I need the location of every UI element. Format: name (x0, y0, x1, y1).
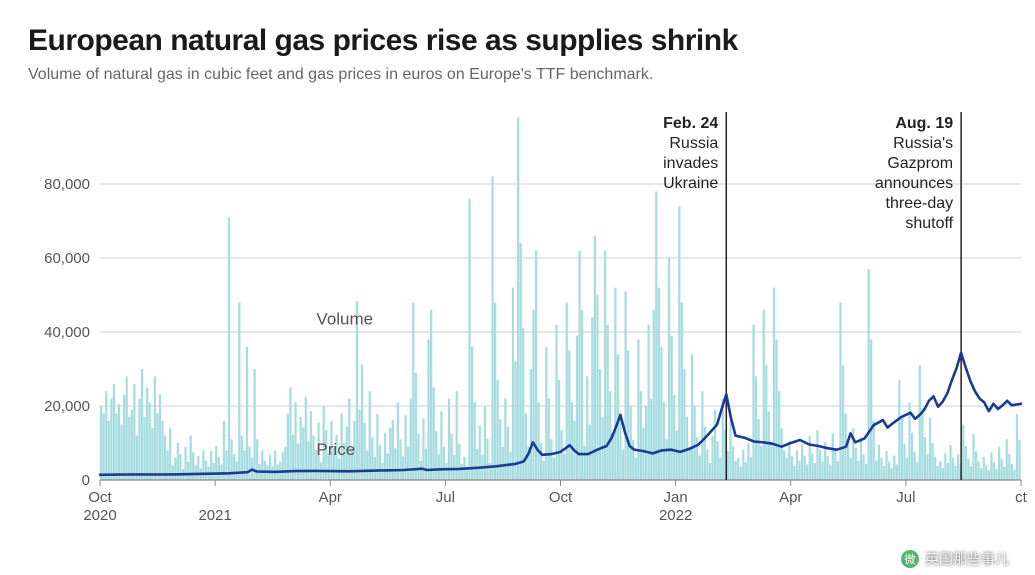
svg-text:ct: ct (1015, 489, 1027, 506)
volume-bars (100, 117, 1021, 480)
svg-text:2021: 2021 (198, 507, 231, 524)
watermark: 微 英国那些事儿 (901, 549, 1009, 569)
svg-text:2022: 2022 (659, 507, 692, 524)
svg-text:80,000: 80,000 (44, 176, 90, 193)
svg-text:Oct: Oct (88, 489, 112, 506)
watermark-text: 英国那些事儿 (925, 549, 1009, 569)
combo-chart-svg: 0 20,000 40,000 60,000 80,000 Feb. 24Russiain… (28, 110, 1027, 537)
chart-area: 0 20,000 40,000 60,000 80,000 Feb. 24Russiain… (28, 110, 1027, 537)
svg-text:2020: 2020 (83, 507, 116, 524)
svg-text:Price: Price (316, 440, 355, 459)
svg-text:Oct: Oct (549, 489, 573, 506)
svg-text:40,000: 40,000 (44, 324, 90, 341)
chart-subtitle: Volume of natural gas in cubic feet and … (28, 66, 1007, 84)
svg-text:Apr: Apr (779, 489, 802, 506)
svg-text:0: 0 (82, 472, 90, 489)
svg-text:Jul: Jul (436, 489, 455, 506)
svg-text:Aug. 19Russia'sGazpromannounce: Aug. 19Russia'sGazpromannouncesthree-day… (875, 115, 954, 232)
svg-text:Apr: Apr (319, 489, 342, 506)
svg-text:Jul: Jul (896, 489, 915, 506)
svg-text:Jan: Jan (664, 489, 688, 506)
svg-text:20,000: 20,000 (44, 398, 90, 415)
wechat-icon: 微 (901, 550, 919, 568)
svg-text:60,000: 60,000 (44, 250, 90, 267)
svg-text:Volume: Volume (316, 310, 373, 329)
chart-title: European natural gas prices rise as supp… (28, 24, 1007, 58)
svg-text:Feb. 24RussiainvadesUkraine: Feb. 24RussiainvadesUkraine (663, 115, 718, 192)
